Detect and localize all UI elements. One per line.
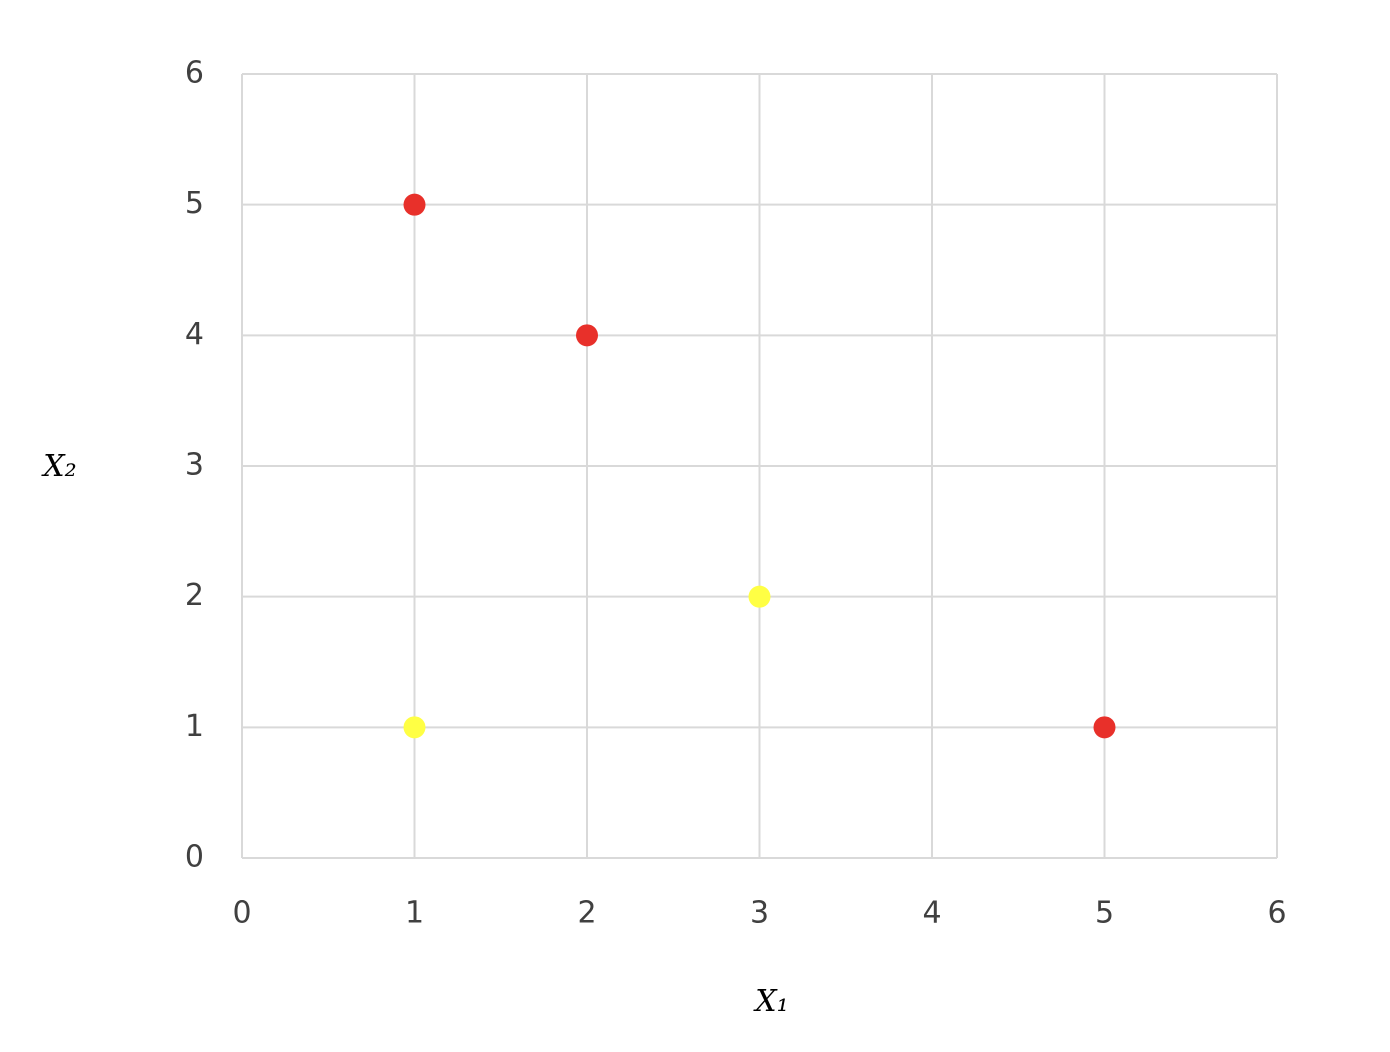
x-axis-title: X₁ xyxy=(753,984,788,1019)
x-tick-label: 0 xyxy=(232,896,251,931)
y-tick-label: 5 xyxy=(185,186,204,221)
point xyxy=(1093,716,1116,739)
y-tick-label: 0 xyxy=(185,840,204,875)
x-tick-label: 6 xyxy=(1267,896,1286,931)
x-tick-label: 4 xyxy=(922,896,941,931)
x-tick-label: 2 xyxy=(577,896,596,931)
point xyxy=(576,324,598,347)
y-tick-label: 2 xyxy=(185,578,204,613)
y-tick-label: 6 xyxy=(185,56,204,91)
x-tick-label: 1 xyxy=(405,896,424,931)
point xyxy=(748,585,771,608)
y-tick-label: 4 xyxy=(185,317,204,352)
y-axis-title: X₂ xyxy=(41,449,76,484)
x-tick-label: 5 xyxy=(1095,896,1114,931)
y-tick-label: 3 xyxy=(185,448,204,483)
point xyxy=(403,716,426,739)
y-tick-label: 1 xyxy=(185,709,204,744)
x-tick-label: 3 xyxy=(750,896,769,931)
point xyxy=(403,193,426,216)
